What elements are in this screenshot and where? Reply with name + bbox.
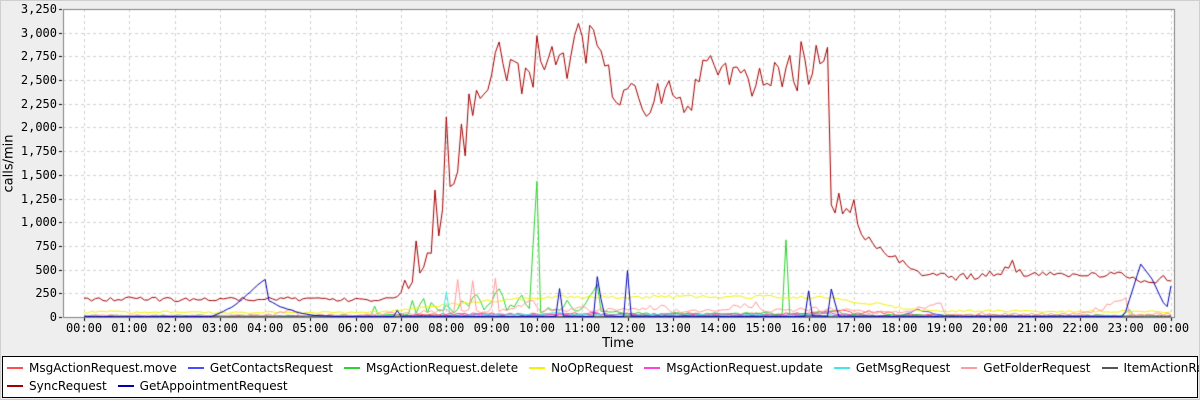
legend-item: GetFolderRequest <box>961 361 1091 375</box>
x-tick-label: 16:00 <box>790 321 827 335</box>
x-tick-label: 06:00 <box>337 321 374 335</box>
legend-color-swatch-icon <box>529 367 546 369</box>
legend-color-swatch-icon <box>7 367 23 369</box>
legend-item-label: NoOpRequest <box>551 361 634 375</box>
x-tick-label: 13:00 <box>654 321 691 335</box>
y-axis-title: calls/min <box>1 134 17 193</box>
x-tick-label: 01:00 <box>111 321 148 335</box>
y-tick-label: 1,500 <box>20 167 57 182</box>
legend-row: SyncRequest GetAppointmentRequest <box>7 379 1193 393</box>
legend-item: SyncRequest <box>7 379 107 393</box>
y-tick-label: 750 <box>35 238 57 253</box>
x-tick-label: 23:00 <box>1107 321 1144 335</box>
legend-item: GetMsgRequest <box>833 361 951 375</box>
legend-item: ItemActionRequest.delete <box>1101 361 1200 375</box>
chart-plot-canvas <box>1 1 1199 356</box>
legend-color-swatch-icon <box>833 367 850 369</box>
y-tick-label: 2,250 <box>20 96 57 111</box>
y-tick-label: 1,250 <box>20 191 57 206</box>
legend-item-label: GetFolderRequest <box>983 361 1091 375</box>
x-tick-label: 11:00 <box>564 321 601 335</box>
legend-item: MsgActionRequest.update <box>644 361 823 375</box>
legend-item-label: MsgActionRequest.move <box>29 361 177 375</box>
legend-item: GetAppointmentRequest <box>117 379 288 393</box>
x-tick-label: 05:00 <box>292 321 329 335</box>
y-tick-label: 250 <box>35 286 57 301</box>
legend-item-label: ItemActionRequest.delete <box>1123 361 1200 375</box>
x-tick-label: 07:00 <box>382 321 420 335</box>
x-tick-label: 02:00 <box>156 321 193 335</box>
x-tick-label: 19:00 <box>926 321 963 335</box>
legend-item-label: SyncRequest <box>29 379 107 393</box>
x-tick-label: 21:00 <box>1017 321 1054 335</box>
y-tick-label: 3,250 <box>20 2 57 16</box>
y-tick-label: 2,750 <box>20 49 57 64</box>
y-tick-label: 1,750 <box>20 144 57 159</box>
x-tick-label: 12:00 <box>609 321 646 335</box>
legend-color-swatch-icon <box>187 367 204 369</box>
legend-item-label: MsgActionRequest.delete <box>365 361 519 375</box>
x-tick-label: 10:00 <box>518 321 555 335</box>
x-tick-label: 00:00 <box>65 321 103 335</box>
x-tick-label: 22:00 <box>1062 321 1099 335</box>
x-tick-label: 14:00 <box>700 321 737 335</box>
legend-color-swatch-icon <box>7 385 23 387</box>
y-tick-label: 2,000 <box>20 120 57 135</box>
x-tick-label: 00:00 <box>1152 321 1190 335</box>
y-tick-label: 500 <box>35 262 57 277</box>
legend-color-swatch-icon <box>961 367 978 369</box>
legend-item: MsgActionRequest.move <box>7 361 177 375</box>
x-tick-label: 15:00 <box>745 321 782 335</box>
legend-item-label: MsgActionRequest.update <box>666 361 823 375</box>
legend-color-swatch-icon <box>117 385 134 387</box>
legend-item-label: GetMsgRequest <box>855 361 951 375</box>
legend-item-label: GetContactsRequest <box>209 361 333 375</box>
x-tick-label: 18:00 <box>881 321 918 335</box>
legend-color-swatch-icon <box>343 367 360 369</box>
legend-row: MsgActionRequest.move GetContactsRequest M… <box>7 361 1199 375</box>
y-tick-label: 1,000 <box>20 215 57 230</box>
x-tick-label: 20:00 <box>971 321 1008 335</box>
x-tick-label: 09:00 <box>473 321 510 335</box>
x-tick-label: 08:00 <box>428 321 465 335</box>
y-tick-label: 0 <box>49 310 57 324</box>
x-axis-title: Time <box>602 336 634 351</box>
legend-item: NoOpRequest <box>529 361 633 375</box>
y-tick-label: 2,500 <box>20 73 57 88</box>
legend-item-label: GetAppointmentRequest <box>139 379 288 393</box>
x-tick-label: 17:00 <box>835 321 873 335</box>
y-tick-label: 3,000 <box>20 25 57 40</box>
legend-color-swatch-icon <box>1101 367 1118 369</box>
legend-item: GetContactsRequest <box>187 361 333 375</box>
legend-item: MsgActionRequest.delete <box>343 361 519 375</box>
x-tick-label: 04:00 <box>247 321 284 335</box>
x-tick-label: 03:00 <box>201 321 238 335</box>
legend-color-swatch-icon <box>644 367 661 369</box>
legend: MsgActionRequest.move GetContactsRequest M… <box>2 356 1199 398</box>
